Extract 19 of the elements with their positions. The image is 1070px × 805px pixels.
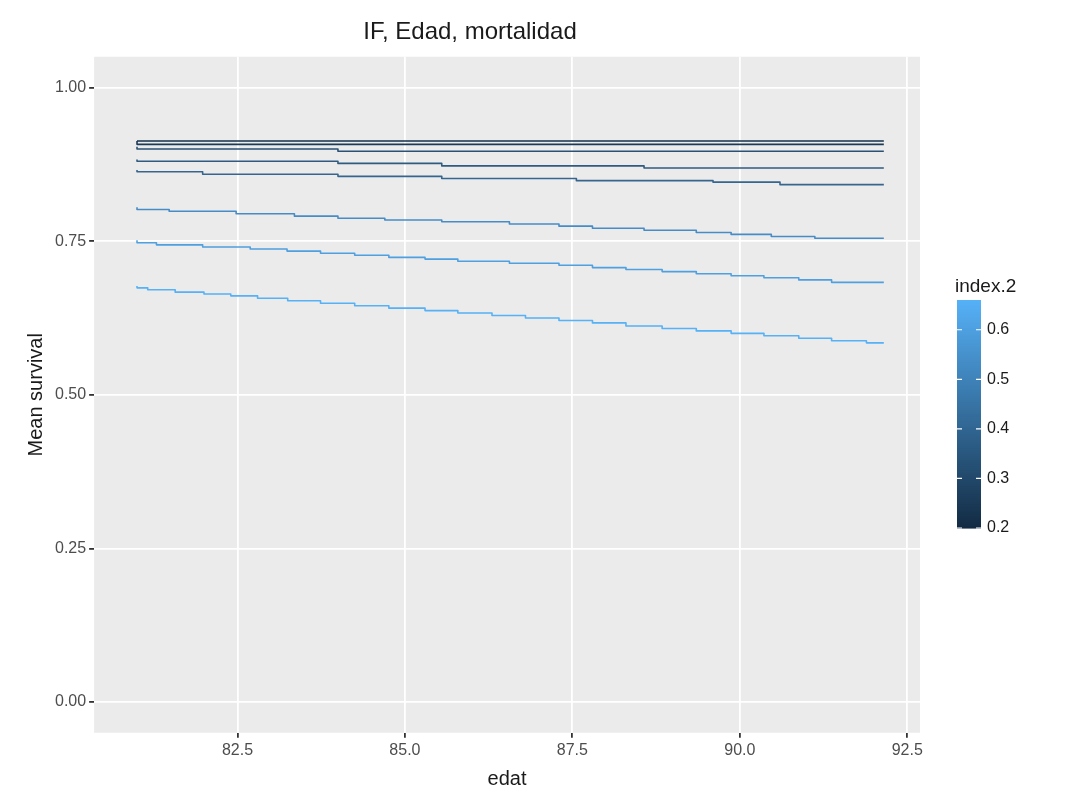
color-bar-label: 0.5 bbox=[987, 369, 1010, 387]
x-tick-label: 90.0 bbox=[724, 740, 756, 758]
x-axis-title: edat bbox=[487, 766, 527, 789]
y-tick-label: 0.75 bbox=[55, 231, 87, 249]
x-tick-label: 85.0 bbox=[389, 740, 421, 758]
y-tick-label: 1.00 bbox=[55, 77, 87, 95]
y-tick-label: 0.50 bbox=[55, 385, 87, 403]
y-tick-label: 0.25 bbox=[55, 538, 87, 556]
color-bar-label: 0.2 bbox=[987, 518, 1010, 536]
y-axis-title: Mean survival bbox=[23, 333, 46, 457]
color-bar-label: 0.4 bbox=[987, 419, 1010, 437]
chart-title: IF, Edad, mortalidad bbox=[363, 17, 577, 45]
y-tick-label: 0.00 bbox=[55, 692, 87, 710]
color-bar-title: index.2 bbox=[955, 274, 1017, 296]
x-tick-label: 82.5 bbox=[221, 740, 254, 758]
color-bar-label: 0.6 bbox=[987, 320, 1010, 338]
color-bar-label: 0.3 bbox=[987, 468, 1010, 486]
x-tick-label: 87.5 bbox=[556, 740, 589, 758]
x-tick-label: 92.5 bbox=[891, 740, 923, 758]
